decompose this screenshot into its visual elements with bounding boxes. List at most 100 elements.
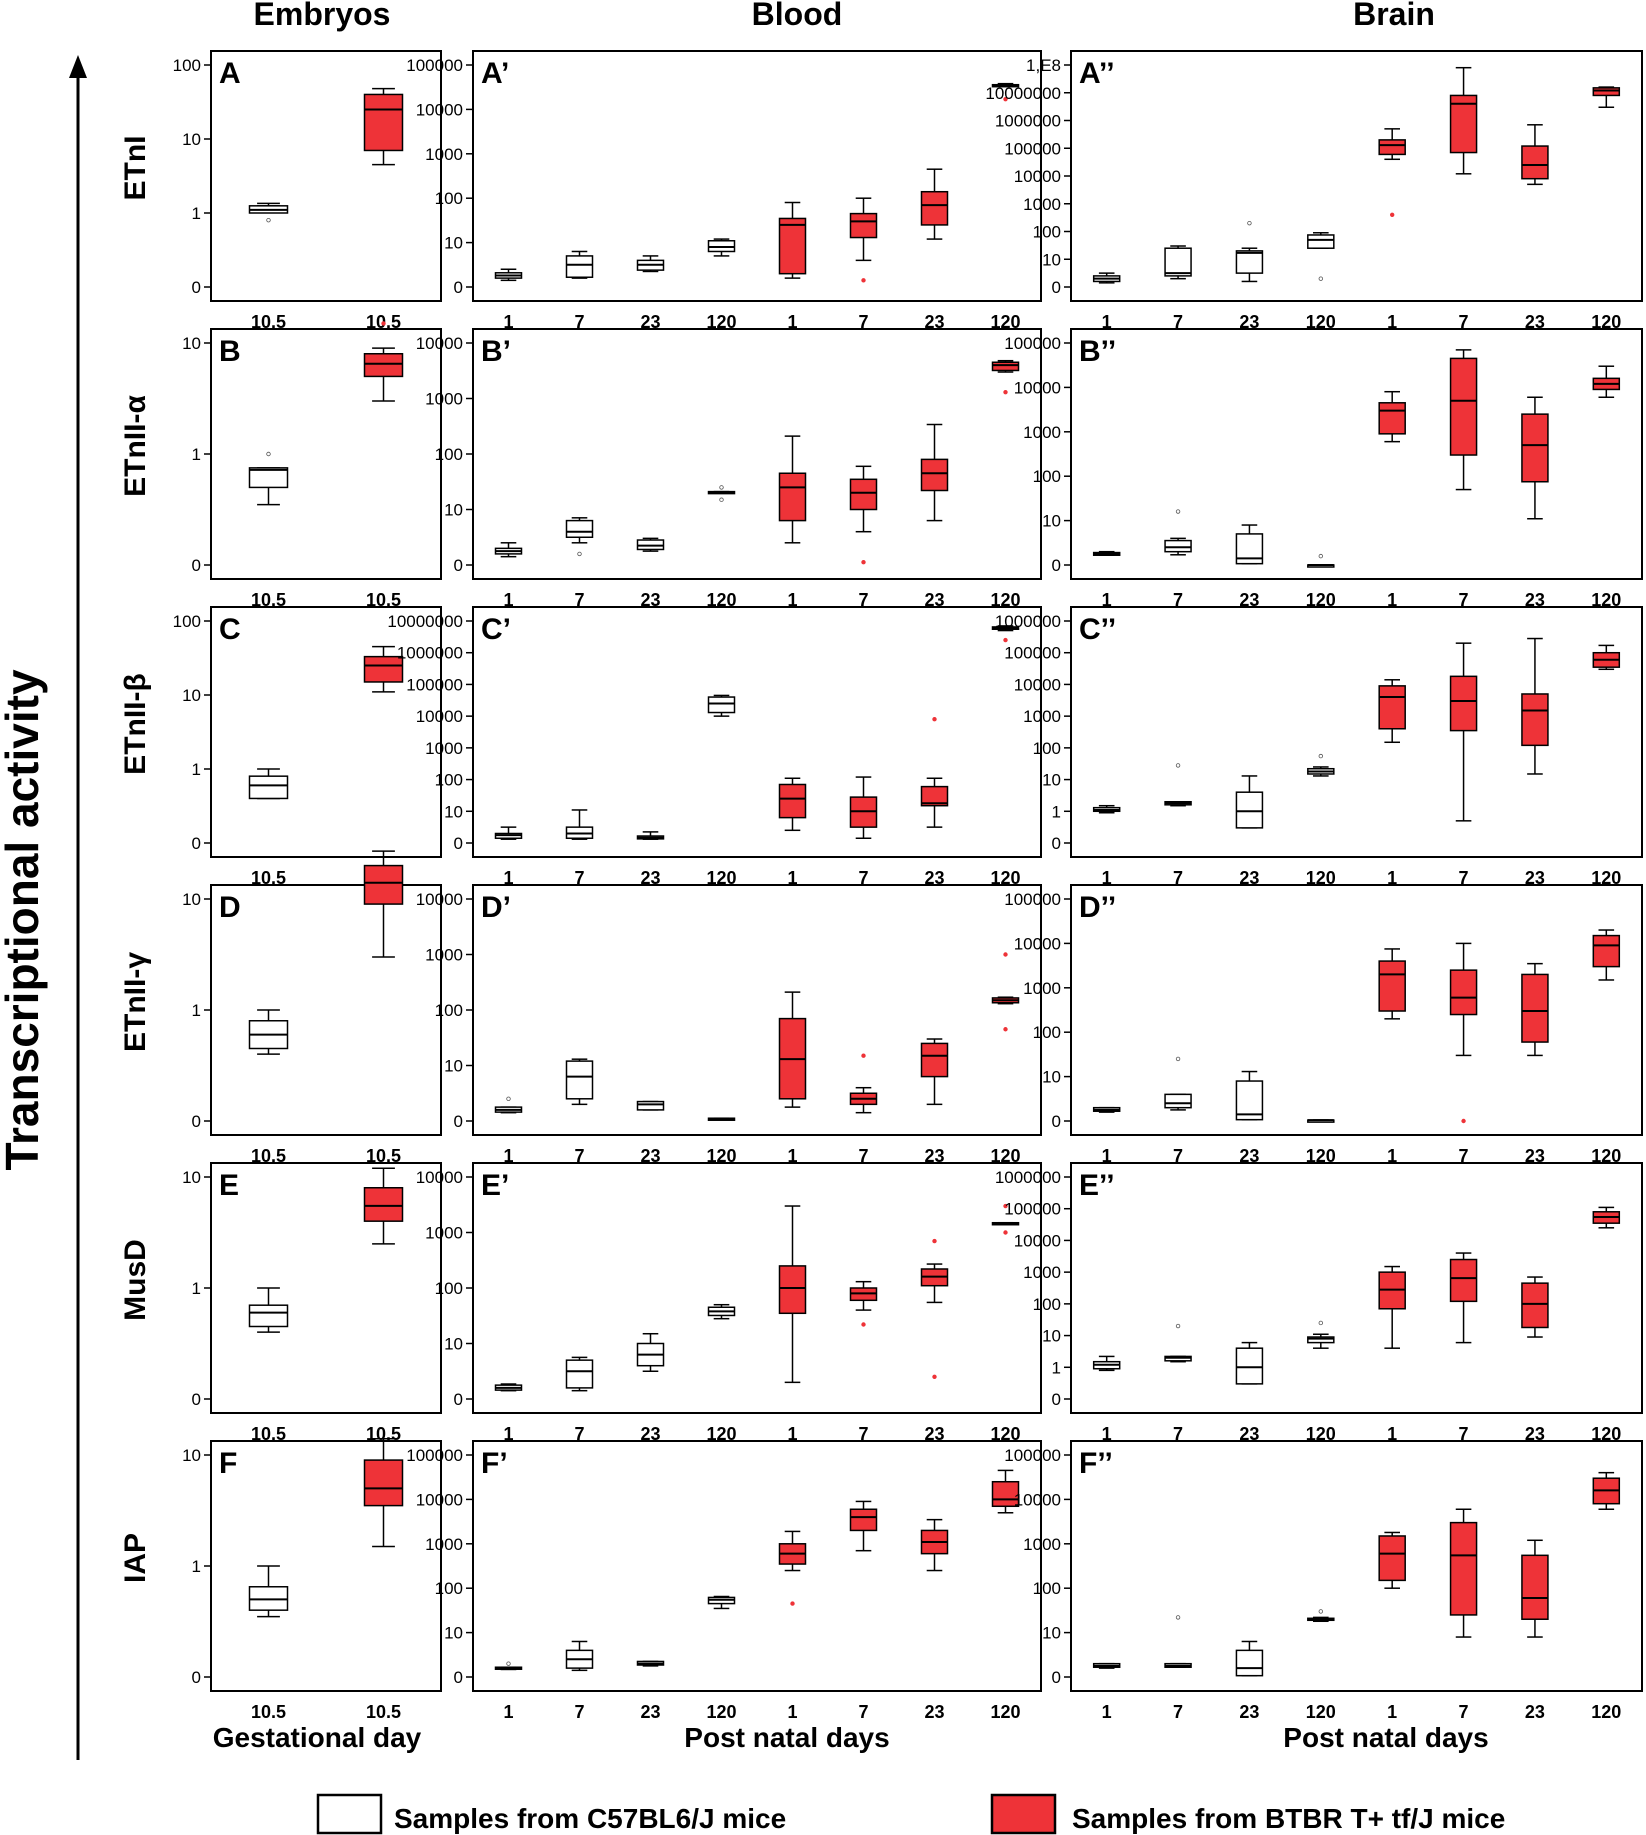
outlier-point: [1175, 509, 1181, 514]
y-tick-label: 1000: [1023, 1263, 1061, 1282]
y-tick-label: 1000: [425, 390, 463, 409]
box-btbr-day-120: [991, 82, 1020, 102]
x-tick-label: 7: [574, 590, 584, 610]
box-iqr: [1592, 934, 1621, 968]
y-tick-label: 100: [1033, 1295, 1061, 1314]
legend-swatch-btbr: [990, 1793, 1057, 1835]
x-tick-label: 23: [1239, 312, 1259, 332]
box-iqr: [849, 212, 878, 239]
panel-F2: F’’ 0 10 100 1000 10000 100000 1 7 23 120 1 7 23 120: [1004, 1440, 1643, 1722]
panel-A1: A’ 0 10 100 1000 10000 100000 1 7 23 120 1 7 23 120: [406, 50, 1042, 332]
box-iqr: [778, 472, 807, 522]
outlier-point: [790, 1601, 795, 1606]
y-tick-label: 1: [1052, 802, 1061, 821]
x-tick-label: 23: [1525, 312, 1545, 332]
y-tick-label: 10: [182, 334, 201, 353]
x-tick-label: 1: [1102, 868, 1112, 888]
box-c57-day-10.5: [248, 1565, 289, 1618]
x-tick-label: 1: [1102, 1146, 1112, 1166]
y-tick-label: 100: [435, 1279, 463, 1298]
box-c57-day-7: [565, 1640, 594, 1672]
box-c57-day-23: [636, 831, 665, 840]
box-iqr: [1521, 1554, 1549, 1620]
outlier-point: [506, 1661, 511, 1666]
panel-frame: [210, 884, 442, 1136]
y-tick-label: 0: [1052, 278, 1061, 297]
x-tick-label: 1: [1387, 868, 1397, 888]
panel-frame: [1070, 328, 1643, 580]
box-c57-day-7: [1164, 245, 1192, 280]
box-iqr: [920, 458, 949, 492]
x-tick-label: 23: [1239, 1146, 1259, 1166]
x-tick-label: 7: [1173, 1424, 1183, 1444]
y-tick-label: 10: [444, 501, 463, 520]
row-label-etnii-gamma: ETnII-γ: [119, 952, 152, 1052]
y-tick-label: 10000: [1014, 1231, 1061, 1250]
box-iqr: [363, 93, 404, 152]
box-iqr: [920, 785, 949, 807]
box-iqr: [565, 1359, 594, 1389]
x-tick-label: 120: [1306, 590, 1336, 610]
box-iqr: [565, 255, 594, 278]
y-tick-label: 10: [182, 1446, 201, 1465]
outlier-point: [506, 1096, 511, 1101]
box-btbr-day-1: [778, 1530, 807, 1606]
y-tick-label: 1000: [425, 1535, 463, 1554]
box-c57-day-1: [494, 268, 523, 282]
box-c57-day-120: [1307, 1119, 1335, 1123]
panel-label: B’: [481, 335, 511, 368]
x-tick-label: 23: [640, 312, 660, 332]
box-iqr: [1592, 87, 1621, 97]
x-tick-label: 10.5: [366, 590, 401, 610]
box-iqr: [636, 1100, 665, 1111]
row-label-etnii-alpha: ETnII-α: [119, 395, 152, 497]
y-axis-arrow: [69, 55, 87, 1760]
box-btbr-day-23: [920, 1518, 949, 1572]
box-btbr-day-23: [920, 168, 949, 240]
outlier-point: [1318, 1320, 1324, 1326]
box-iqr: [778, 783, 807, 819]
y-tick-label: 0: [454, 278, 463, 297]
outlier-point: [1003, 96, 1008, 102]
y-tick-label: 10: [444, 1624, 463, 1643]
box-c57-day-7: [1164, 1056, 1192, 1111]
x-tick-label: 7: [1173, 1146, 1183, 1166]
panel-label: B’’: [1079, 335, 1116, 368]
x-tick-label: 23: [1525, 1424, 1545, 1444]
box-btbr-day-7: [849, 1500, 878, 1552]
box-iqr: [1307, 234, 1335, 249]
outlier-point: [1003, 389, 1008, 395]
y-tick-label: 10: [444, 802, 463, 821]
x-tick-label: 7: [858, 1424, 868, 1444]
y-tick-label: 1: [192, 1557, 201, 1576]
box-iqr: [248, 775, 289, 800]
box-iqr: [363, 864, 404, 905]
box-btbr-day-120: [991, 625, 1020, 643]
y-tick-label: 1: [192, 1001, 201, 1020]
y-tick-label: 0: [192, 1112, 201, 1131]
panel-frame: [472, 606, 1042, 858]
x-tick-label: 120: [1591, 1146, 1621, 1166]
box-c57-day-23: [1235, 1070, 1264, 1121]
x-tick-label: 7: [574, 868, 584, 888]
y-tick-label: 1000: [1023, 707, 1061, 726]
panel-frame: [210, 606, 442, 858]
outlier-point: [1175, 1056, 1181, 1062]
x-tick-label: 120: [1591, 312, 1621, 332]
y-tick-label: 100000: [1004, 1200, 1061, 1219]
y-tick-label: 0: [192, 834, 201, 853]
y-tick-label: 0: [1052, 1112, 1061, 1131]
x-tick-label: 1: [503, 1146, 513, 1166]
x-tick-label: 23: [1525, 1702, 1545, 1722]
y-tick-label: 100000: [1004, 139, 1061, 158]
y-tick-label: 100: [435, 445, 463, 464]
x-tick-label: 1: [1387, 312, 1397, 332]
box-c57-day-23: [1235, 775, 1264, 829]
box-btbr-day-23: [920, 1038, 949, 1106]
box-btbr-day-23: [920, 717, 949, 828]
y-tick-label: 0: [192, 278, 201, 297]
y-tick-label: 1: [1052, 1358, 1061, 1377]
box-iqr: [248, 467, 289, 489]
x-axis-title-brain: Post natal days: [1283, 1722, 1488, 1753]
